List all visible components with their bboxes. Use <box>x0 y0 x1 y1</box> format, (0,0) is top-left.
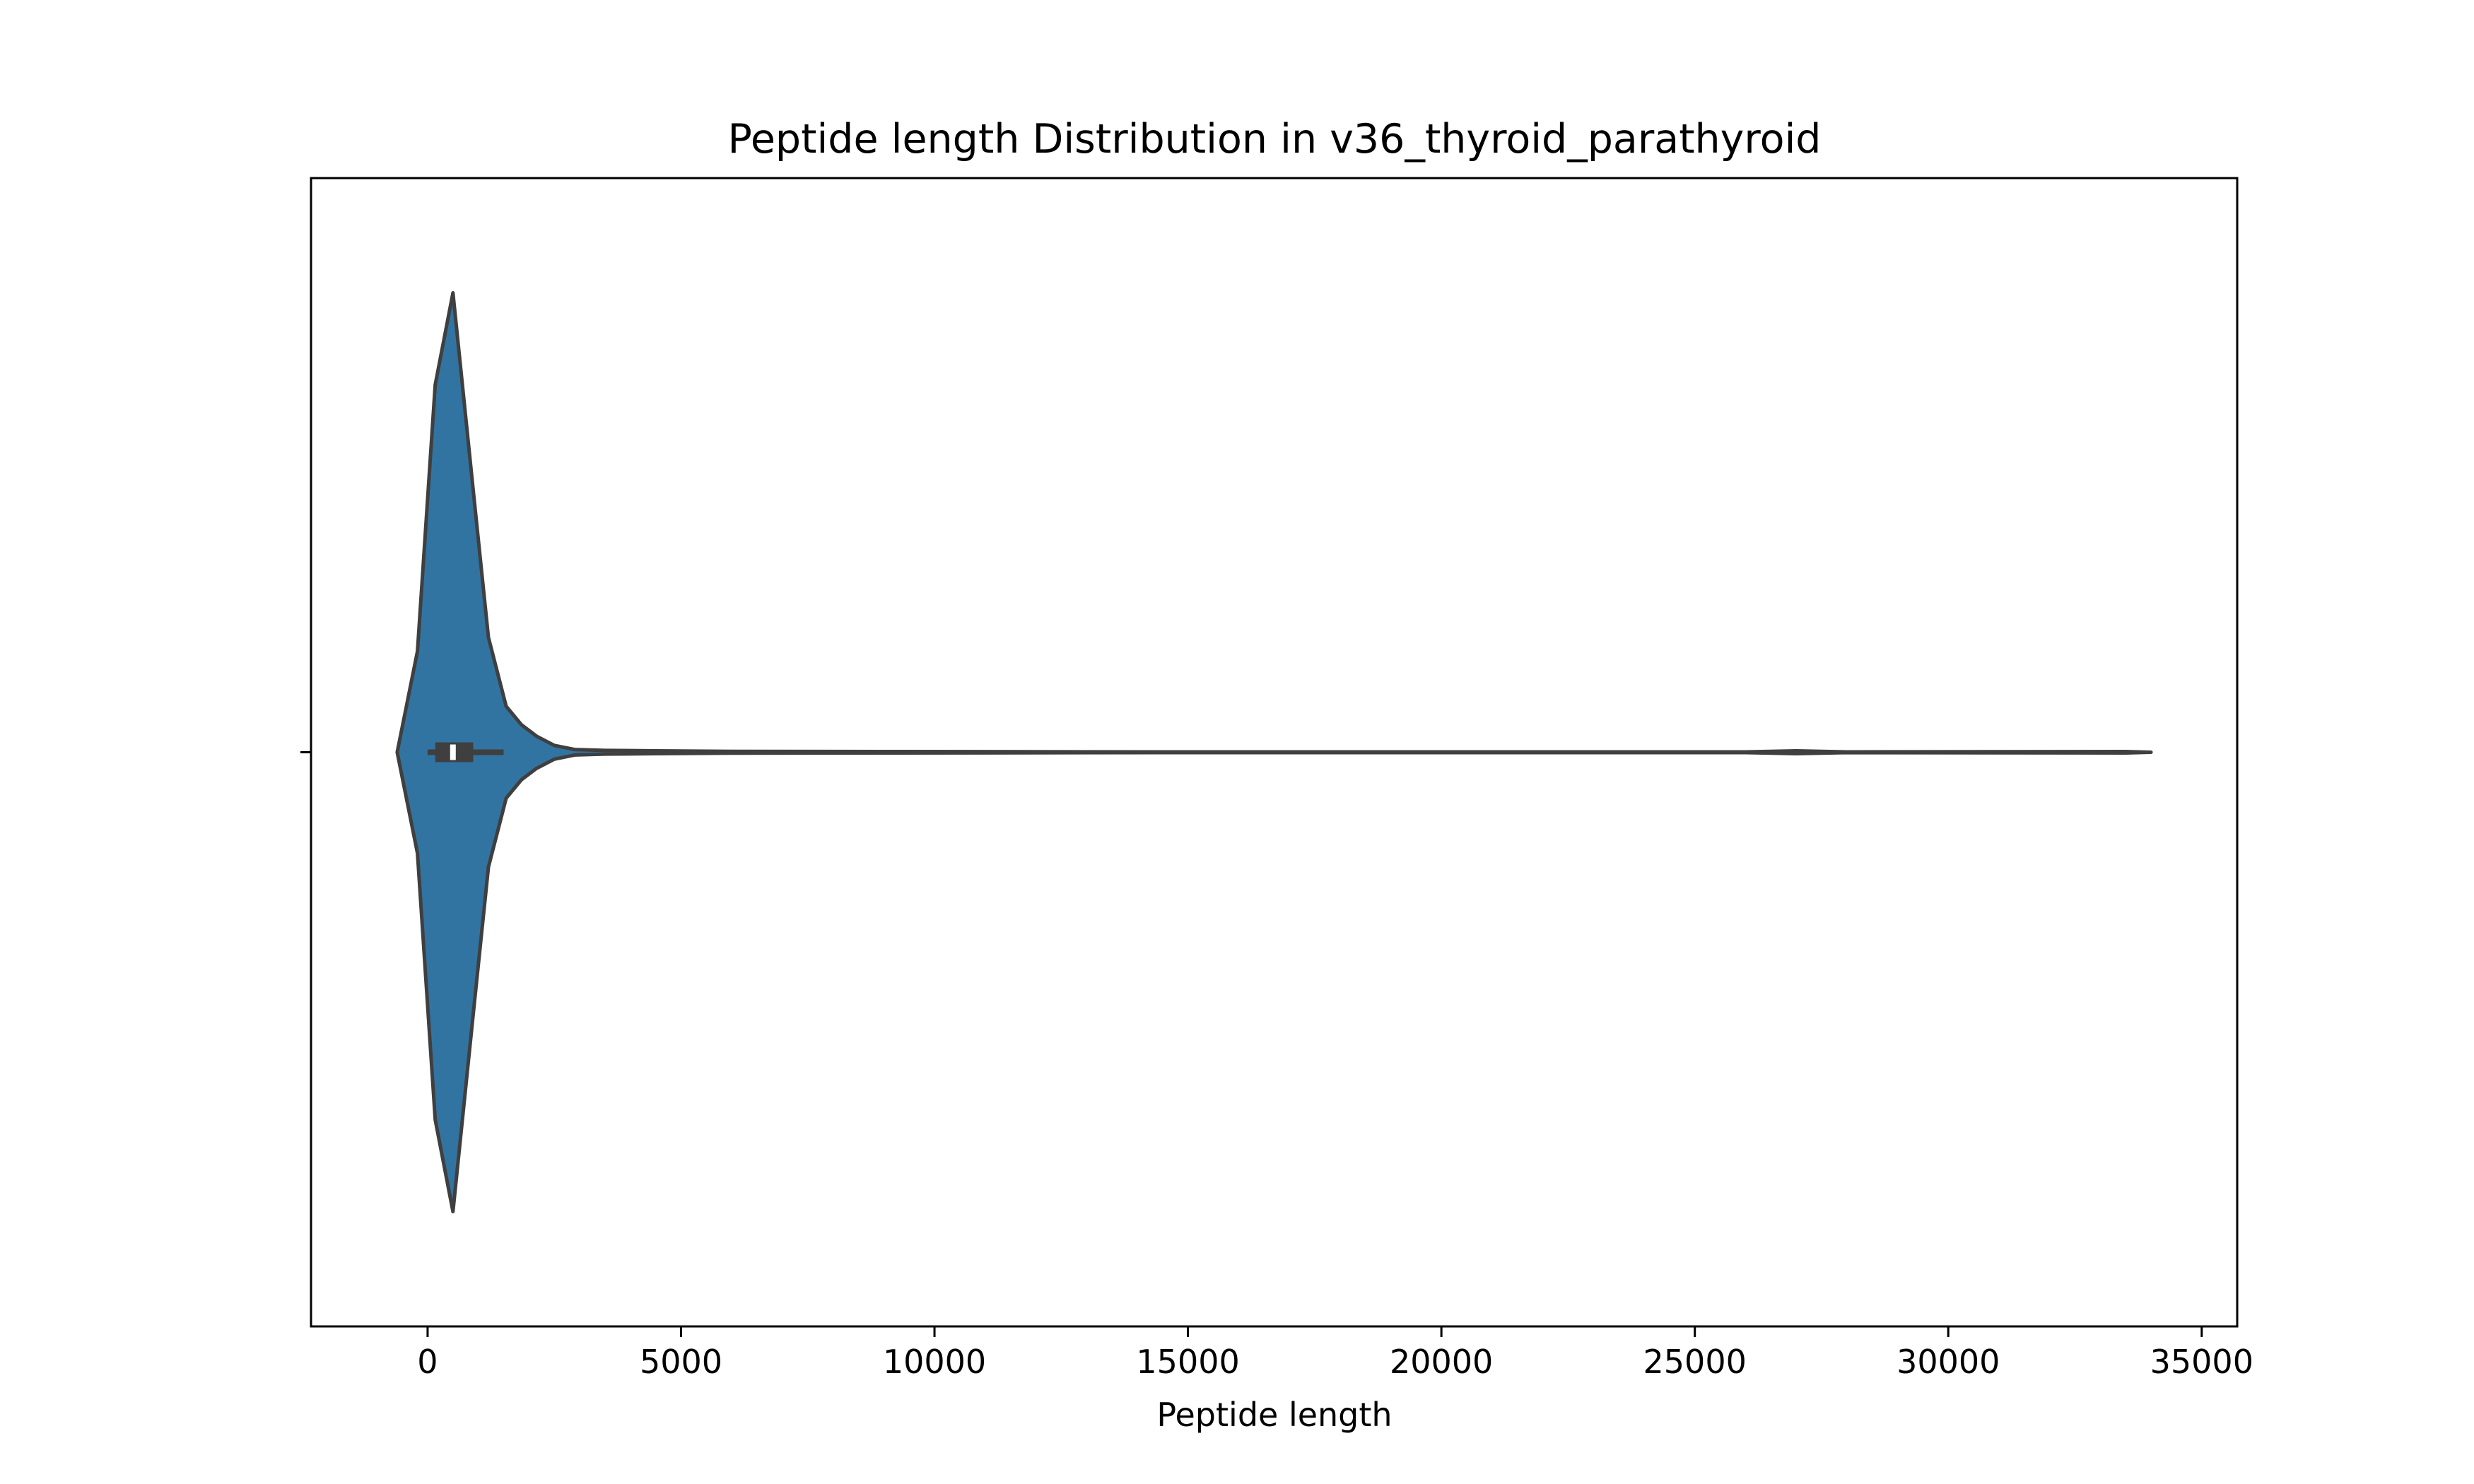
x-tick-label: 35000 <box>2150 1343 2253 1381</box>
x-tick-label: 5000 <box>640 1343 722 1381</box>
x-tick-label: 15000 <box>1136 1343 1239 1381</box>
x-tick-label: 20000 <box>1390 1343 1493 1381</box>
chart-title: Peptide length Distribution in v36_thyro… <box>728 116 1822 163</box>
x-tick-label: 10000 <box>883 1343 986 1381</box>
plot-area-frame <box>310 177 2239 1328</box>
violin-median-marker <box>450 744 456 760</box>
x-tick-label: 25000 <box>1643 1343 1747 1381</box>
x-tick-label: 0 <box>417 1343 438 1381</box>
violin-layer <box>395 291 2153 1213</box>
violin-body <box>395 291 2153 1213</box>
x-axis-label: Peptide length <box>1156 1396 1392 1434</box>
x-tick-label: 30000 <box>1896 1343 2000 1381</box>
x-axis: 0 5000 10000 15000 20000 25000 30000 35000 <box>417 1326 2253 1381</box>
